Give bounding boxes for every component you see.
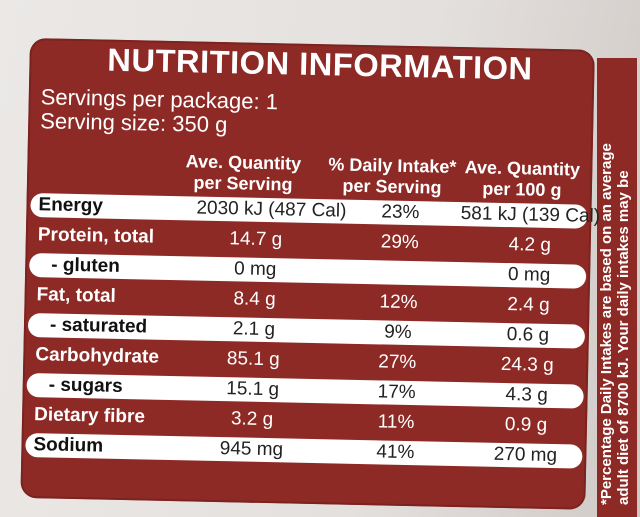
per-serving-value: 14.7 g — [229, 228, 283, 251]
daily-intake-value: 17% — [377, 381, 416, 404]
per-100g-value: 4.2 g — [508, 234, 552, 256]
daily-intake-value: 12% — [379, 291, 418, 314]
header-line: per Serving — [342, 175, 442, 198]
row-fat: Fat, total 8.4 g 12% 2.4 g — [28, 283, 585, 319]
per-serving-value: 2.1 g — [232, 318, 276, 341]
row-saturated: - saturated 2.1 g 9% 0.6 g — [27, 313, 586, 349]
row-sodium: Sodium 945 mg 41% 270 mg — [25, 432, 583, 469]
row-sugars: - sugars 15.1 g 17% 4.3 g — [26, 373, 584, 409]
row-label: - saturated — [49, 314, 148, 338]
header-ave-qty-serving: Ave. Quantity per Serving — [173, 151, 314, 196]
per-100g-value: 0 mg — [507, 264, 551, 286]
panel-title: NUTRITION INFORMATION — [107, 41, 533, 87]
per-serving-value: 15.1 g — [226, 378, 280, 401]
per-serving-value: 945 mg — [219, 438, 284, 461]
per-100g-value: 24.3 g — [500, 353, 554, 377]
row-label: Fat, total — [36, 284, 117, 307]
serving-size: Serving size: 350 g — [40, 108, 228, 138]
header-line: per 100 g — [482, 178, 562, 201]
daily-intake-value: 11% — [377, 411, 415, 434]
daily-intake-value: 27% — [378, 351, 417, 374]
daily-intake-value: 41% — [376, 441, 415, 464]
row-label: Energy — [38, 194, 104, 217]
per-serving-value: 2030 kJ (487 Cal) — [196, 197, 347, 222]
per-100g-value: 2.4 g — [507, 294, 550, 316]
daily-intake-value — [339, 261, 459, 264]
daily-intake-value: 9% — [383, 321, 412, 344]
per-serving-value: 0 mg — [233, 258, 277, 281]
row-protein: Protein, total 14.7 g 29% 4.2 g — [30, 223, 587, 259]
side-footnote-line-1: *Percentage Daily Intakes are based on a… — [598, 143, 615, 505]
nutrition-panel: NUTRITION INFORMATION Servings per packa… — [20, 38, 600, 510]
row-label: - gluten — [51, 254, 121, 277]
per-100g-value: 0.9 g — [504, 414, 548, 436]
header-line: % Daily Intake* — [328, 154, 457, 177]
per-100g-value: 0.6 g — [506, 324, 550, 346]
side-footnote-line-2: adult diet of 8700 kJ. Your daily intake… — [615, 170, 632, 505]
row-dietary-fibre: Dietary fibre 3.2 g 11% 0.9 g — [26, 403, 583, 439]
row-gluten: - gluten 0 mg 0 mg — [28, 253, 587, 289]
row-label: Dietary fibre — [33, 404, 146, 428]
row-label: Carbohydrate — [35, 344, 160, 368]
per-serving-value: 85.1 g — [226, 348, 280, 371]
daily-intake-value: 23% — [381, 201, 420, 224]
daily-intake-value: 29% — [380, 231, 420, 254]
per-100g-value: 581 kJ (139 Cal) — [460, 203, 601, 227]
side-footnote: *Percentage Daily Intakes are based on a… — [598, 65, 632, 505]
header-ave-qty-100g: Ave. Quantity per 100 g — [457, 157, 588, 202]
row-label: Protein, total — [37, 224, 155, 248]
header-line: Ave. Quantity — [464, 157, 581, 180]
side-panel — [597, 58, 637, 517]
per-100g-value: 270 mg — [493, 443, 558, 467]
row-label: Sodium — [33, 434, 104, 457]
header-line: Ave. Quantity — [185, 151, 302, 174]
row-label: - sugars — [48, 374, 123, 398]
header-daily-intake: % Daily Intake* per Serving — [317, 154, 468, 199]
per-serving-value: 8.4 g — [233, 288, 276, 311]
row-carbohydrate: Carbohydrate 85.1 g 27% 24.3 g — [27, 343, 584, 379]
per-serving-value: 3.2 g — [230, 408, 274, 431]
per-100g-value: 4.3 g — [505, 384, 548, 406]
header-line: per Serving — [193, 172, 293, 195]
